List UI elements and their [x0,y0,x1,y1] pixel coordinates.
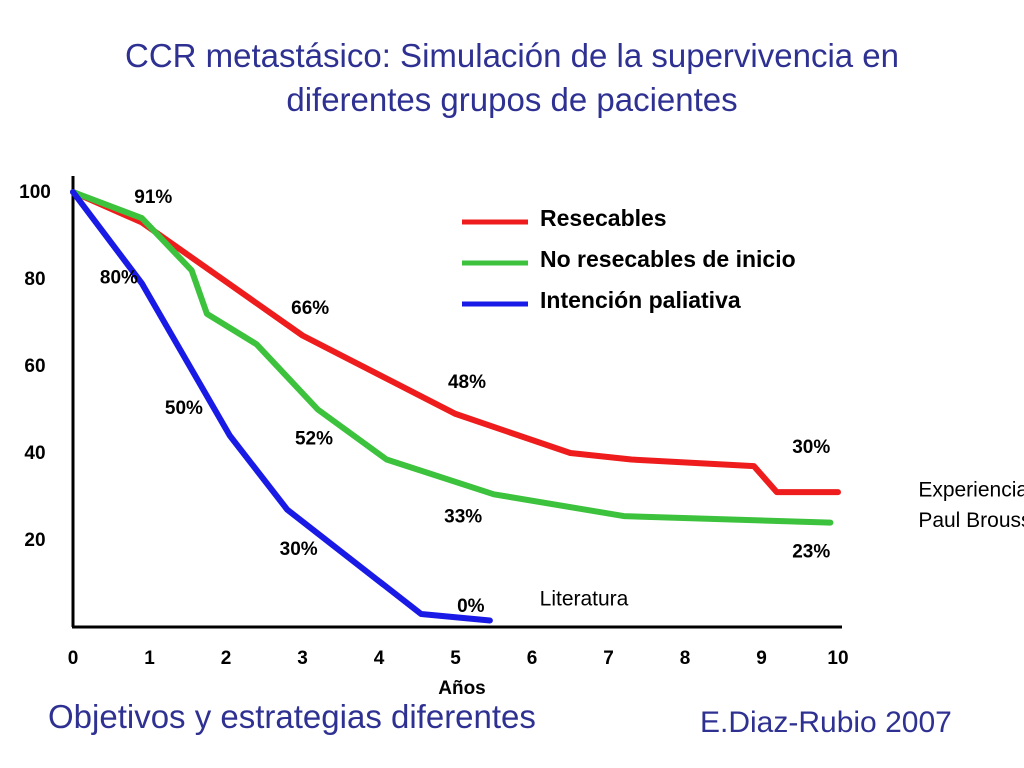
x-tick-label: 9 [756,648,767,669]
chart-legend: Resecables No resecables de inicio Intenci… [462,205,796,313]
chart-axes: 0 1 2 3 4 5 6 7 8 9 10 20 40 60 80 100 Años [19,176,849,699]
chart-annotations: 91% 80% 66% 48% 50% 52% 30% 33% 30% 23% 0% Literatu… [100,187,1024,617]
legend-label: Intención paliativa [540,287,741,313]
series-line-3 [70,189,493,624]
x-tick-label: 0 [68,648,79,669]
data-label: 33% [444,507,482,528]
legend-label: Resecables [540,205,667,231]
x-tick-label: 1 [144,648,155,669]
data-label: 91% [134,187,172,208]
x-tick-label: 5 [450,648,461,669]
slide-title-line2: diferentes grupos de pacientes [286,81,738,118]
data-label: 48% [448,372,486,393]
y-tick-label: 80 [24,269,45,290]
chart-series [70,189,841,624]
x-tick-label: 3 [297,648,308,669]
data-label: 30% [280,539,318,560]
slide-title-line1: CCR metastásico: Simulación de la superv… [124,37,900,74]
y-tick-label: 60 [24,356,45,377]
data-label: 30% [792,437,830,458]
data-label: Experiencia [918,479,1024,502]
data-label: 66% [291,298,329,319]
y-tick-label: 100 [19,182,51,203]
data-label: 0% [457,596,485,617]
data-label: 52% [295,428,333,449]
x-tick-label: 6 [527,648,538,669]
slide-credit: E.Diaz-Rubio 2007 [700,706,952,739]
y-tick-label: 20 [24,530,45,551]
x-tick-label: 7 [603,648,614,669]
data-label: 50% [165,398,203,419]
series-line-2 [70,189,834,526]
data-label: Paul Brousse [918,509,1024,532]
x-axis-label: Años [438,678,486,699]
y-tick-label: 40 [24,443,45,464]
x-tick-label: 2 [221,648,232,669]
legend-label: No resecables de inicio [540,246,796,272]
slide-subtitle: Objetivos y estrategias diferentes [48,698,536,735]
data-label: Literatura [540,587,629,610]
x-tick-label: 4 [374,648,385,669]
data-label: 80% [100,267,138,288]
x-tick-label: 10 [827,648,848,669]
series-line-1 [70,189,841,496]
slide-title: CCR metastásico: Simulación de la superv… [0,34,1024,122]
data-label: 23% [792,541,830,562]
x-tick-label: 8 [680,648,691,669]
